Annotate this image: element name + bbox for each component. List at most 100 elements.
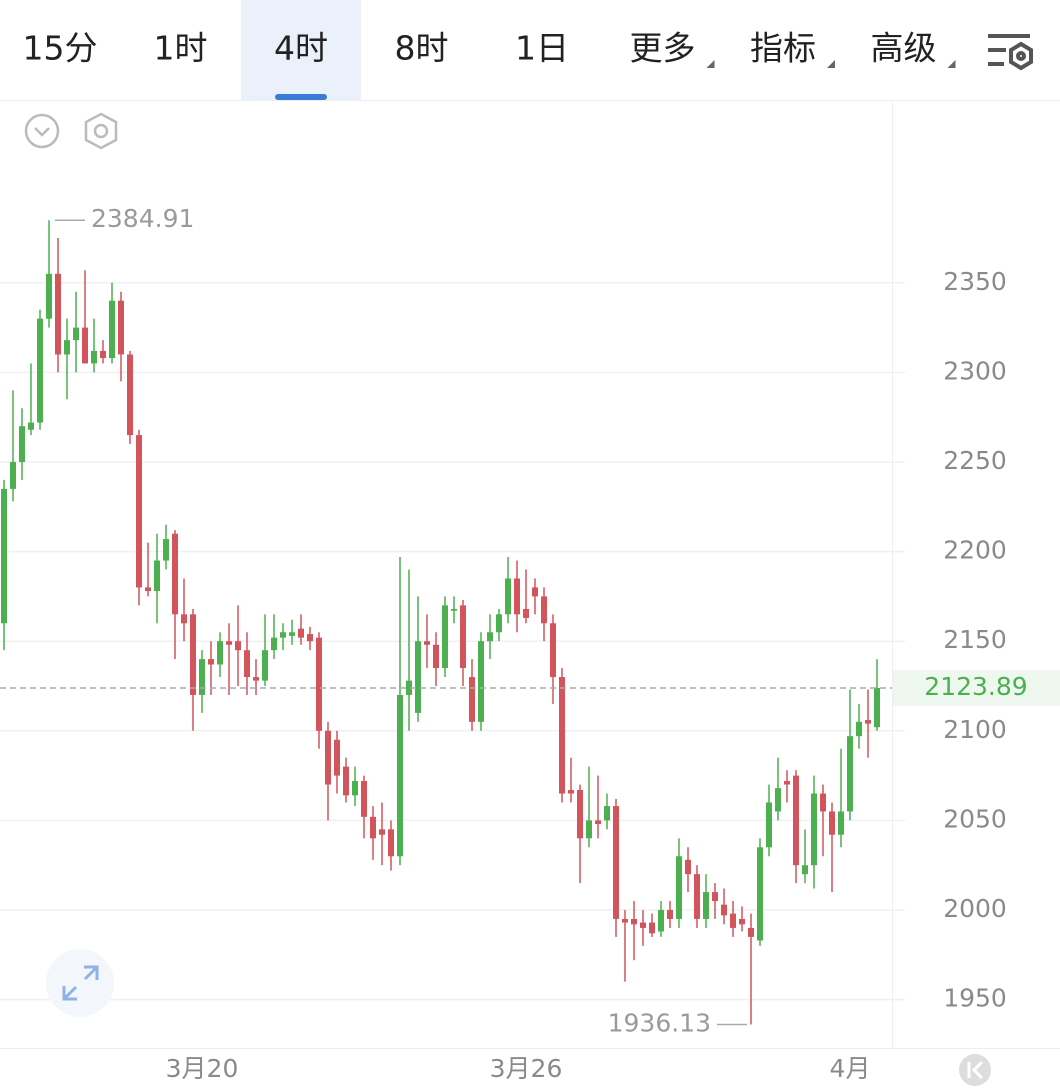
candle-body (523, 608, 529, 618)
candle-body (451, 608, 457, 611)
tab-label[interactable]: 1时 (154, 29, 208, 68)
candle-body (235, 641, 241, 651)
candle-body (127, 354, 133, 436)
candle-body (784, 780, 790, 785)
candle-body (64, 340, 70, 355)
toolbar (0, 0, 1060, 100)
x-tick-label: 3月26 (490, 1054, 563, 1083)
tab-label[interactable]: 15分 (23, 29, 98, 68)
candle-body (415, 641, 421, 713)
y-tick-label: 1950 (943, 984, 1007, 1013)
tab-label[interactable]: 8时 (395, 29, 449, 68)
candle-body (514, 578, 520, 615)
last-price-label: 2123.89 (924, 672, 1027, 701)
candle-body (460, 605, 466, 669)
tab-label[interactable]: 高级 (871, 29, 937, 68)
y-tick-label: 2350 (943, 267, 1007, 296)
tab-label[interactable]: 更多 (630, 29, 696, 68)
y-tick-label: 2150 (943, 625, 1007, 654)
y-tick-label: 2250 (943, 446, 1007, 475)
candle-body (316, 637, 322, 731)
candle-body (640, 922, 646, 928)
candle-body (262, 650, 268, 681)
candle-body (37, 318, 43, 423)
candle-body (820, 793, 826, 812)
candle-body (829, 811, 835, 835)
indicator-icon[interactable] (84, 112, 118, 150)
dropdown-arrow (947, 60, 956, 68)
collapse-icon[interactable] (24, 113, 60, 149)
candle-body (118, 300, 124, 355)
candle-body (307, 634, 313, 642)
candle-body (55, 273, 61, 355)
tab-bar: 15分 1时 4时 8时 1日 更多 指标 高级 (23, 0, 956, 100)
tab-label[interactable]: 1日 (515, 29, 569, 68)
reset-button[interactable] (959, 1054, 991, 1086)
candle-body (541, 596, 547, 624)
candle-body (532, 587, 538, 597)
high-marker-label: 2384.91 (91, 204, 194, 233)
candle-body (478, 641, 484, 722)
candle-body (865, 720, 871, 724)
active-tab-bg (241, 0, 361, 100)
candle-body (424, 641, 430, 645)
candle-body (199, 659, 205, 695)
low-marker-label: 1936.13 (608, 1008, 711, 1037)
x-tick-label: 3月20 (166, 1054, 239, 1083)
candle-body (73, 327, 79, 341)
dropdown-arrow (827, 60, 835, 68)
candle-body (595, 820, 601, 824)
candle-body (100, 350, 106, 359)
candle-body (793, 775, 799, 866)
candle-body (874, 687, 880, 728)
candle-body (388, 829, 394, 857)
candle-body (397, 694, 403, 857)
candle-body (847, 736, 853, 812)
candle-body (667, 910, 673, 919)
candle-body (649, 922, 655, 934)
y-tick-label: 2300 (943, 356, 1007, 385)
tab-label[interactable]: 4时 (274, 29, 328, 68)
candle-body (190, 614, 196, 695)
fullscreen-button[interactable] (46, 949, 114, 1017)
candle-body (82, 327, 88, 364)
active-tab-indicator (275, 94, 327, 100)
plot-area: 1950 2000 2050 2100 2150 2200 2250 2300 2350 3月20… (0, 204, 1060, 1083)
candle-body (406, 680, 412, 695)
candle-body (46, 273, 52, 319)
candle-body (91, 350, 97, 364)
candle-body (748, 927, 754, 937)
candle-body (505, 578, 511, 615)
candle-body (154, 560, 160, 592)
candle-body (334, 739, 340, 776)
settings-icon[interactable] (988, 34, 1033, 71)
candle-body (109, 300, 115, 359)
dropdown-arrow (706, 60, 715, 68)
y-tick-label: 2200 (943, 536, 1007, 565)
candle-body (19, 426, 25, 462)
y-tick-label: 2050 (943, 804, 1007, 833)
candle-body (298, 628, 304, 638)
candle-body (577, 789, 583, 839)
candle-body (271, 637, 277, 651)
candle-body (631, 918, 637, 925)
candle-body (487, 632, 493, 642)
candle-body (136, 435, 142, 588)
candle-body (1, 488, 7, 624)
candle-body (370, 816, 376, 839)
candle-body (469, 677, 475, 722)
candle-body (721, 904, 727, 916)
candle-body (703, 892, 709, 919)
candle-body (802, 865, 808, 875)
tab-label[interactable]: 指标 (750, 29, 816, 68)
candle-body (694, 874, 700, 919)
candle-body (568, 789, 574, 794)
candle-body (811, 793, 817, 866)
candle-body (352, 780, 358, 796)
candle-body (163, 539, 169, 561)
candle-body (856, 721, 862, 737)
candle-body (766, 802, 772, 848)
candle-body (226, 641, 232, 645)
candle-body (613, 806, 619, 919)
